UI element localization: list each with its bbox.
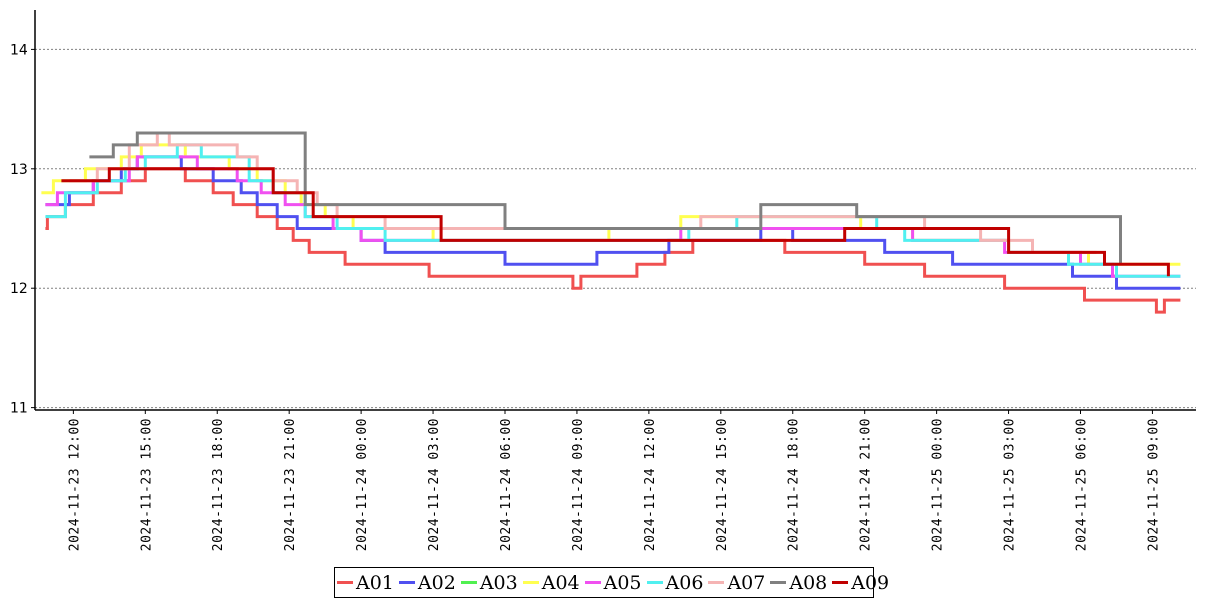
legend-label: A03 — [479, 571, 518, 594]
x-tick-label: 2024-11-25 03:00 — [1003, 418, 1018, 551]
legend-item-a02: A02 — [398, 571, 456, 594]
legend-swatch — [646, 581, 663, 584]
legend-swatch — [522, 581, 539, 584]
legend-item-a05: A05 — [584, 571, 642, 594]
x-tick-label: 2024-11-25 09:00 — [1146, 418, 1161, 551]
legend-swatch — [398, 581, 415, 584]
legend-label: A02 — [417, 571, 456, 594]
legend-label: A08 — [789, 571, 828, 594]
legend: A01 A02 A03 A04 A05 A06 A07 A08 A09 — [334, 567, 889, 598]
series-line-a05 — [45, 155, 1181, 278]
y-tick-label: 13 — [10, 162, 28, 178]
x-tick-label: 2024-11-23 12:00 — [67, 418, 82, 551]
legend-item-a06: A06 — [646, 571, 704, 594]
x-tick-label: 2024-11-24 12:00 — [643, 418, 658, 551]
legend-label: A06 — [665, 571, 704, 594]
x-tick-label: 2024-11-23 15:00 — [139, 418, 154, 551]
legend-item-a03: A03 — [460, 571, 518, 594]
y-tick-labels: 11 12 13 14 — [10, 42, 35, 417]
x-tick-label: 2024-11-25 00:00 — [931, 418, 946, 551]
axes — [34, 10, 1196, 411]
x-tick-label: 2024-11-25 06:00 — [1074, 418, 1089, 551]
x-tick-label: 2024-11-24 15:00 — [715, 418, 730, 551]
x-tick-label: 2024-11-24 18:00 — [787, 418, 802, 551]
legend-item-a09: A09 — [832, 573, 889, 593]
series-line-a07 — [69, 131, 1097, 254]
x-tick-label: 2024-11-24 00:00 — [355, 418, 370, 551]
legend-label: A05 — [603, 571, 642, 594]
series-line-a08 — [89, 131, 1122, 265]
legend-label: A07 — [727, 571, 766, 594]
x-tick-labels: 2024-11-23 12:00 2024-11-23 15:00 2024-11-… — [67, 410, 1161, 551]
x-tick-label: 2024-11-24 09:00 — [571, 418, 586, 551]
series-line-a01 — [45, 167, 1181, 314]
legend-swatch — [832, 581, 849, 584]
legend-swatch — [337, 581, 353, 584]
legend-item-a01: A01 — [337, 573, 394, 593]
legend-swatch — [460, 581, 477, 584]
legend-swatch — [770, 581, 787, 584]
x-tick-label: 2024-11-23 21:00 — [283, 418, 298, 551]
y-tick-label: 11 — [10, 401, 28, 417]
x-tick-label: 2024-11-24 03:00 — [427, 418, 442, 551]
x-tick-label: 2024-11-23 18:00 — [211, 418, 226, 551]
legend-item-a07: A07 — [708, 573, 765, 593]
legend-item-a04: A04 — [522, 571, 580, 594]
legend-label: A09 — [851, 571, 890, 594]
y-tick-label: 12 — [10, 281, 28, 297]
y-tick-label: 14 — [10, 42, 28, 58]
series-line-a06 — [45, 143, 1181, 278]
legend-swatch — [584, 581, 601, 584]
legend-label: A01 — [356, 571, 394, 594]
legend-label: A04 — [541, 571, 580, 594]
legend-swatch — [708, 581, 725, 584]
x-tick-label: 2024-11-24 06:00 — [499, 418, 514, 551]
series-line-a09 — [61, 167, 1170, 277]
legend-item-a08: A08 — [770, 573, 827, 593]
x-tick-label: 2024-11-24 21:00 — [859, 418, 874, 551]
series-lines — [41, 131, 1181, 314]
series-line-a02 — [45, 155, 1181, 290]
